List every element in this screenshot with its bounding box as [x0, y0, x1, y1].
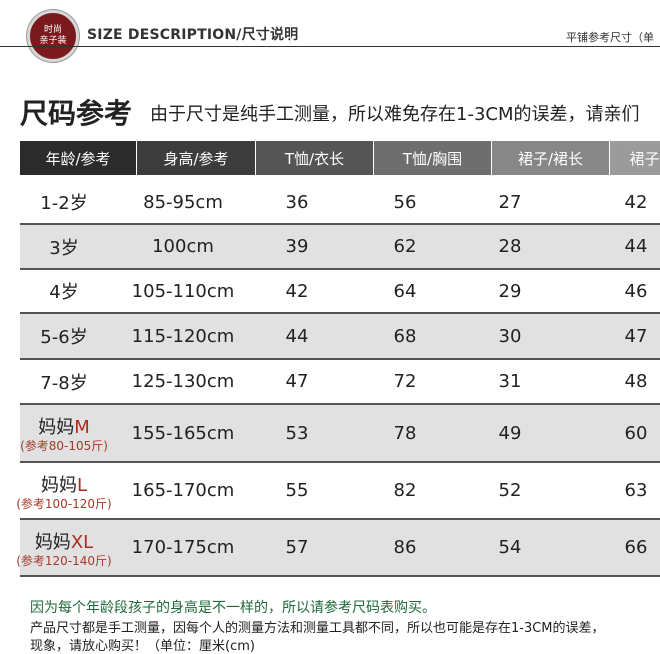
table-row: 4岁 105-110cm 42 64 29 46 — [20, 270, 660, 314]
age-cell: 7-8岁 — [4, 360, 124, 403]
size-suffix: L — [76, 474, 87, 496]
table-header: 年龄/参考 身高/参考 T恤/衣长 T恤/胸围 裙子/裙长 裙子 — [20, 141, 660, 175]
t-chest-cell: 72 — [393, 371, 417, 392]
last-cell: 66 — [624, 537, 648, 558]
height-cell: 155-165cm — [131, 422, 235, 444]
t-length-cell: 47 — [285, 371, 309, 392]
column-header: T恤/胸围 — [374, 141, 492, 175]
skirt-length-cell: 52 — [498, 480, 522, 501]
t-length-cell: 53 — [285, 422, 309, 444]
age-label: 妈妈 — [40, 474, 77, 496]
age-cell: 4岁 — [4, 270, 124, 312]
note-line-2: 产品尺寸都是手工测量，因每个人的测量方法和测量工具都不同，所以也可能是存在1-3… — [30, 621, 605, 636]
weight-reference: (参考120-140斤) — [16, 553, 112, 568]
last-cell: 63 — [624, 480, 648, 501]
weight-reference: (参考80-105斤) — [20, 439, 108, 453]
t-length-cell: 39 — [285, 236, 309, 257]
height-cell: 170-175cm — [131, 537, 235, 558]
table-row: 妈妈L (参考100-120斤) 165-170cm 55 82 52 63 — [16, 463, 660, 520]
brand-logo: 时尚 亲子装 — [27, 10, 79, 62]
page-header: 时尚 亲子装 SIZE DESCRIPTION/尺寸说明 平铺参考尺寸（单 — [0, 0, 660, 62]
column-header: T恤/衣长 — [256, 141, 374, 175]
size-suffix: M — [74, 417, 90, 438]
header-divider — [290, 25, 291, 45]
t-chest-cell: 56 — [393, 191, 417, 213]
age-label: 1-2岁 — [40, 193, 88, 214]
page-subtitle: 由于尺寸是纯手工测量，所以难免存在1-3CM的误差，请亲们 — [150, 104, 640, 125]
last-cell: 60 — [624, 422, 648, 444]
skirt-length-cell: 49 — [498, 422, 522, 444]
height-cell: 165-170cm — [131, 480, 235, 501]
logo-line2: 亲子装 — [39, 36, 67, 46]
skirt-length-cell: 30 — [498, 325, 522, 347]
table-row: 妈妈M (参考80-105斤) 155-165cm 53 78 49 60 — [20, 405, 660, 463]
last-cell: 48 — [624, 371, 648, 392]
age-label: 4岁 — [49, 282, 79, 303]
last-cell: 47 — [624, 325, 648, 347]
age-label: 3岁 — [49, 237, 79, 259]
age-cell: 3岁 — [4, 225, 124, 268]
header-rule — [0, 46, 660, 47]
t-length-cell: 55 — [285, 480, 309, 501]
age-label: 5-6岁 — [40, 327, 88, 348]
logo-line1: 时尚 — [43, 25, 62, 35]
age-label: 7-8岁 — [40, 372, 88, 394]
t-chest-cell: 62 — [393, 236, 417, 257]
t-length-cell: 36 — [285, 191, 309, 213]
skirt-length-cell: 54 — [498, 537, 522, 558]
height-cell: 105-110cm — [131, 280, 235, 302]
table-row: 1-2岁 85-95cm 36 56 27 42 — [20, 181, 660, 225]
last-cell: 42 — [624, 191, 648, 213]
t-chest-cell: 68 — [393, 325, 417, 347]
note-line-1: 因为每个年龄段孩子的身高是不一样的，所以请参考尺码表购买。 — [30, 600, 436, 616]
table-row: 3岁 100cm 39 62 28 44 — [20, 225, 660, 270]
age-cell: 妈妈XL (参考120-140斤) — [4, 520, 124, 575]
last-cell: 46 — [624, 280, 648, 302]
t-chest-cell: 64 — [393, 280, 417, 302]
age-cell: 5-6岁 — [4, 314, 124, 358]
column-header: 身高/参考 — [137, 141, 256, 175]
age-label: 妈妈 — [34, 531, 71, 553]
height-cell: 125-130cm — [131, 371, 235, 392]
column-header: 裙子 — [610, 141, 660, 175]
age-cell: 妈妈M (参考80-105斤) — [4, 405, 124, 461]
t-length-cell: 42 — [285, 280, 309, 302]
skirt-length-cell: 27 — [498, 191, 522, 213]
header-right-text: 平铺参考尺寸（单 — [566, 31, 654, 44]
age-cell: 1-2岁 — [4, 181, 124, 223]
weight-reference: (参考100-120斤) — [16, 496, 112, 511]
section-title: SIZE DESCRIPTION/尺寸说明 — [87, 27, 299, 43]
skirt-length-cell: 29 — [498, 280, 522, 302]
skirt-length-cell: 31 — [498, 371, 522, 392]
age-cell: 妈妈L (参考100-120斤) — [4, 463, 124, 518]
height-cell: 115-120cm — [131, 325, 235, 347]
last-cell: 44 — [624, 236, 648, 257]
t-length-cell: 57 — [285, 537, 309, 558]
t-chest-cell: 86 — [393, 537, 417, 558]
t-chest-cell: 78 — [393, 422, 417, 444]
t-chest-cell: 82 — [393, 480, 417, 501]
table-row: 5-6岁 115-120cm 44 68 30 47 — [20, 314, 660, 360]
table-row: 7-8岁 125-130cm 47 72 31 48 — [20, 360, 660, 405]
height-cell: 100cm — [152, 236, 214, 257]
table-row: 妈妈XL (参考120-140斤) 170-175cm 57 86 54 66 — [16, 520, 660, 577]
column-header: 年龄/参考 — [20, 141, 137, 175]
size-suffix: XL — [70, 531, 94, 553]
height-cell: 85-95cm — [143, 191, 223, 213]
age-label: 妈妈 — [38, 417, 75, 438]
page-title: 尺码参考 — [20, 97, 133, 130]
skirt-length-cell: 28 — [498, 236, 522, 257]
column-header: 裙子/裙长 — [492, 141, 610, 175]
t-length-cell: 44 — [285, 325, 309, 347]
